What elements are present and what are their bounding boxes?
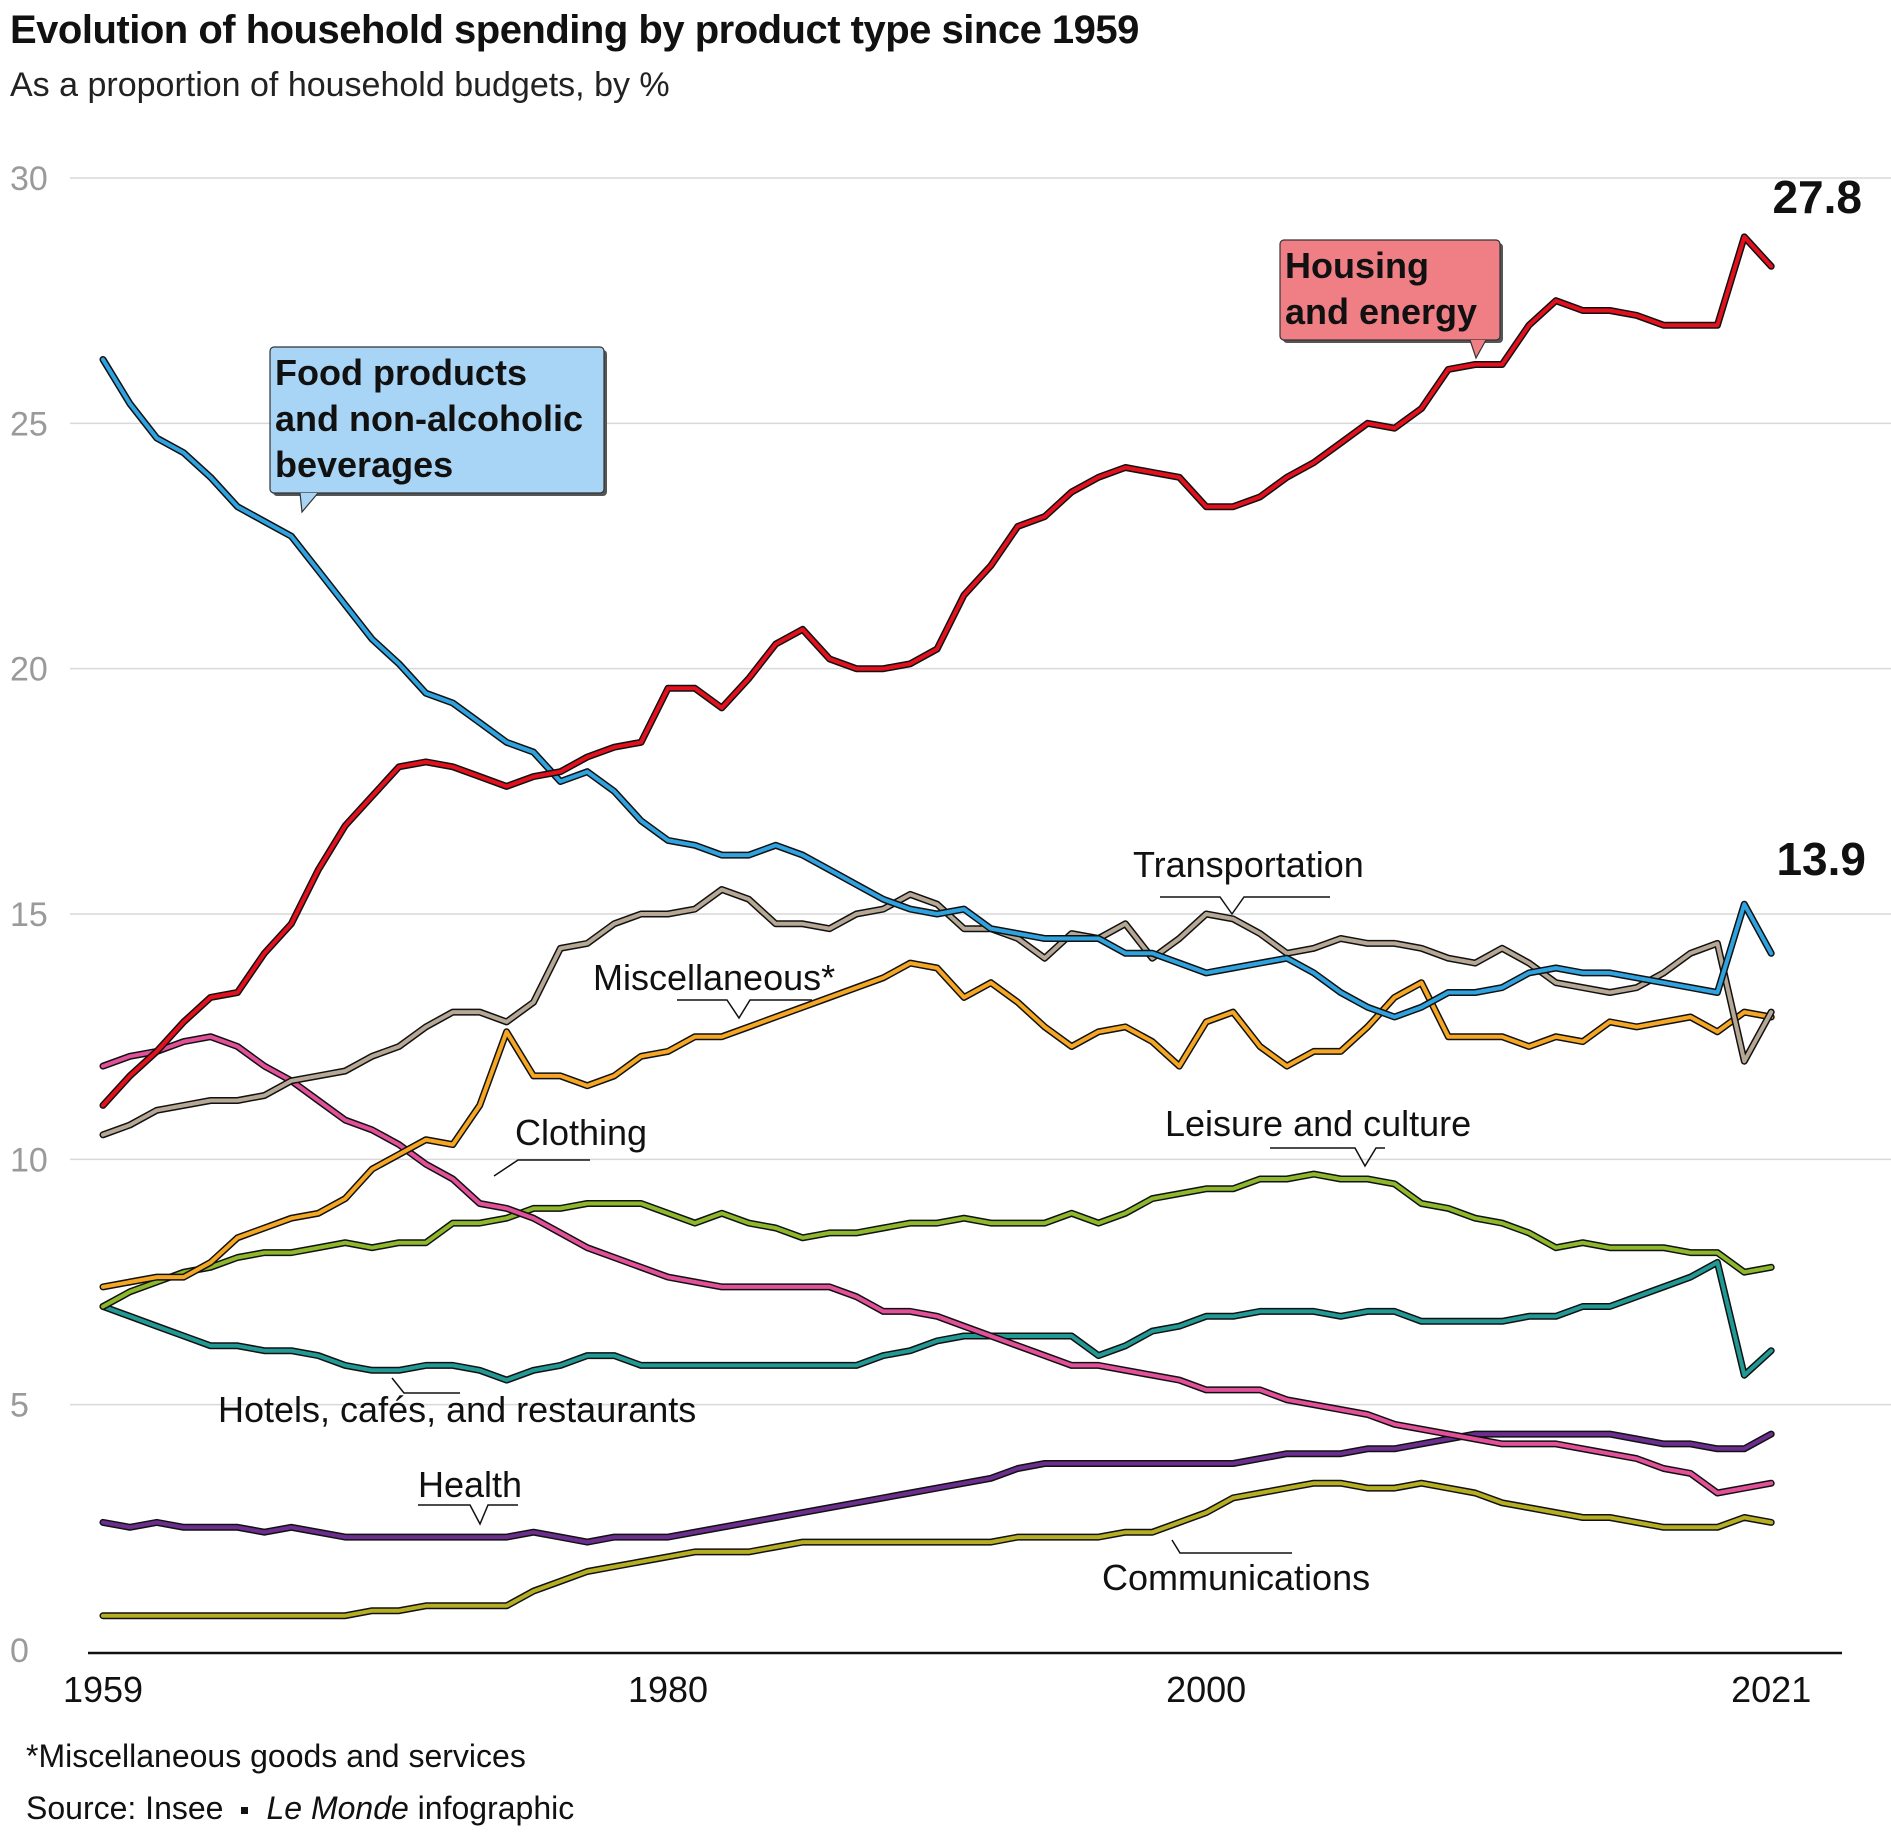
x-tick-label: 2021 (1731, 1669, 1811, 1710)
callout-line (1270, 1147, 1385, 1168)
series-label: Housing (1285, 245, 1429, 286)
source-publication: Le Monde (266, 1790, 409, 1826)
callout-line (391, 1377, 460, 1394)
callout-line (418, 1504, 518, 1526)
y-tick-label: 10 (10, 1141, 48, 1179)
series-label: Transportation (1133, 844, 1364, 885)
series-line (101, 961, 1774, 1289)
x-tick-label: 1980 (628, 1669, 708, 1710)
chart-title: Evolution of household spending by produ… (10, 8, 1139, 52)
source-suffix: infographic (417, 1790, 575, 1826)
series-line (101, 1260, 1774, 1383)
series-transportation (99, 886, 1775, 1139)
source-text: Source: Insee (26, 1790, 224, 1826)
series-label: beverages (275, 444, 453, 485)
box-label-bg (1279, 239, 1501, 341)
series-label: Hotels, cafés, and restaurants (218, 1389, 696, 1430)
series-line-outline (99, 1479, 1775, 1620)
separator-dot (241, 1807, 249, 1815)
y-tick-label: 20 (10, 651, 48, 689)
series-leisure-and-culture (99, 1170, 1775, 1310)
series-line (101, 234, 1774, 1108)
source-line: Source: Insee Le Monde infographic (26, 1790, 574, 1827)
end-value-label: 27.8 (1772, 171, 1862, 223)
series-health (99, 1430, 1775, 1546)
series-line (101, 357, 1774, 1019)
series-miscellaneous- (99, 959, 1775, 1291)
series-box-label: Food products and non-alcoholic beverages (269, 346, 607, 514)
series-label: and non-alcoholic (275, 398, 583, 439)
y-tick-label: 0 (10, 1632, 29, 1670)
callout-line (1171, 1539, 1292, 1554)
series-box-label: Housing and energy (1279, 239, 1503, 360)
footnote: *Miscellaneous goods and services (26, 1738, 526, 1774)
y-tick-label: 30 (10, 160, 48, 198)
box-label-bg (269, 346, 605, 494)
series-hotels-caf-s-and-restaurants (99, 1258, 1775, 1384)
end-value-label: 13.9 (1776, 833, 1866, 885)
series-line (101, 1432, 1774, 1545)
x-tick-label: 2000 (1166, 1669, 1246, 1710)
series-label: and energy (1285, 291, 1477, 332)
series-label: Food products (275, 352, 527, 393)
series-label: Health (418, 1464, 522, 1505)
series-label: Leisure and culture (1165, 1103, 1471, 1144)
gridlines: 0 5 10 15 20 25 30 (10, 160, 1891, 1670)
callout-line (493, 1159, 590, 1177)
box-label-tail (1469, 339, 1487, 360)
x-tick-label: 1959 (63, 1669, 143, 1710)
series-line-outline (99, 886, 1775, 1139)
series-label: Clothing (515, 1112, 647, 1153)
series-line (101, 1034, 1774, 1495)
callout-line (677, 999, 812, 1020)
series-labels: Transportation Miscellaneous* Clothing Leis… (218, 844, 1471, 1598)
series-housing-and-energy (99, 233, 1775, 1109)
callout-line (1160, 896, 1330, 916)
series-food-products-and-non-alcoholic-beverages (99, 356, 1775, 1021)
series-line (101, 1172, 1774, 1309)
series-communications (99, 1479, 1775, 1620)
y-tick-label: 5 (10, 1387, 29, 1425)
series-line-outline (99, 1258, 1775, 1384)
box-label-tail (299, 492, 319, 514)
series-label: Miscellaneous* (593, 957, 835, 998)
series-line (101, 887, 1774, 1137)
series-clothing (99, 1033, 1775, 1497)
chart-subtitle: As a proportion of household budgets, by… (10, 66, 670, 104)
y-tick-label: 25 (10, 405, 48, 443)
series-label: Communications (1102, 1557, 1370, 1598)
series-line (101, 1481, 1774, 1618)
y-tick-label: 15 (10, 896, 48, 934)
